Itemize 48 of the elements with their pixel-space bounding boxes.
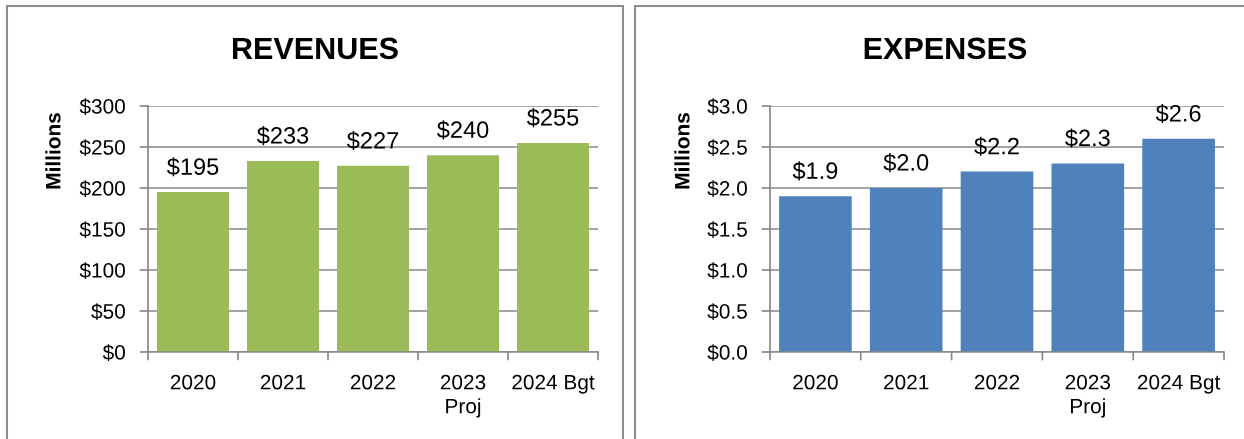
data-label: $2.3 — [1065, 128, 1110, 148]
data-label: $227 — [346, 130, 399, 151]
x-tick-label: 2022 — [350, 374, 396, 390]
y-tick-label: $1.0 — [707, 262, 747, 279]
y-tick-label: $150 — [79, 221, 125, 238]
y-tick-label: $0.0 — [707, 344, 747, 361]
x-tick-label: 2020 — [170, 374, 216, 390]
x-tick-label: 2021 — [884, 374, 929, 390]
y-tick-label: $100 — [79, 262, 125, 279]
y-tick-label: $3.0 — [707, 98, 747, 115]
data-label: $2.2 — [974, 136, 1019, 156]
bar — [337, 165, 409, 352]
bar — [869, 188, 943, 352]
data-label: $240 — [436, 120, 489, 140]
bar — [960, 171, 1034, 352]
bar — [247, 160, 319, 352]
data-label: $255 — [526, 108, 579, 128]
bar — [779, 196, 852, 352]
chart-title: EXPENSES — [864, 37, 1027, 60]
bar — [517, 142, 589, 352]
y-tick-label: $2.5 — [707, 139, 747, 156]
x-tick-label: 2024 Bgt — [512, 374, 595, 394]
x-tick-label: 2023 Proj — [1065, 374, 1111, 418]
y-tick-label: $2.0 — [707, 180, 747, 197]
data-label: $2.6 — [1155, 103, 1201, 124]
y-axis-title: Millions — [45, 113, 61, 189]
y-tick-label: $300 — [79, 98, 125, 115]
bar — [1142, 138, 1215, 352]
data-label: $1.9 — [792, 161, 838, 181]
y-tick-label: $0.5 — [707, 303, 747, 320]
y-tick-label: $0 — [102, 344, 125, 361]
x-tick-label: 2021 — [260, 374, 306, 390]
bar — [1051, 163, 1125, 352]
y-tick-label: $1.5 — [707, 221, 747, 238]
x-tick-label: 2023 Proj — [440, 374, 486, 418]
x-tick-label: 2022 — [974, 374, 1020, 390]
y-tick-label: $250 — [79, 139, 125, 156]
x-tick-label: 2020 — [793, 374, 838, 390]
data-label: $195 — [166, 157, 219, 177]
x-tick-label: 2024 Bgt — [1137, 374, 1221, 394]
bar — [427, 155, 499, 352]
data-label: $2.0 — [883, 153, 929, 173]
y-tick-label: $200 — [79, 180, 125, 197]
bar — [157, 192, 229, 352]
data-label: $233 — [256, 126, 309, 146]
chart-title: REVENUES — [232, 37, 398, 60]
y-tick-label: $50 — [91, 303, 125, 320]
y-axis-title: Millions — [674, 113, 690, 189]
